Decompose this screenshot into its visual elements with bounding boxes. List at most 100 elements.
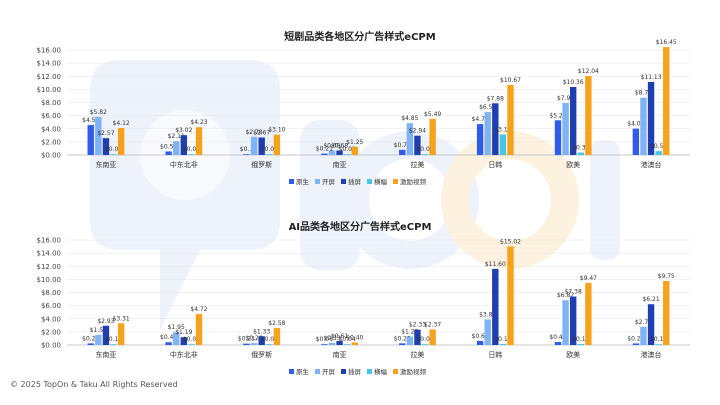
data-label: $2.33	[409, 322, 426, 329]
y-tick-label: $16.00	[37, 237, 62, 245]
data-label: $5.82	[90, 109, 107, 116]
data-label: $15.02	[500, 238, 521, 245]
legend-label: 激励视频	[400, 367, 427, 376]
data-label: $0.28	[245, 335, 262, 342]
bar	[577, 152, 584, 155]
data-label: $0.05	[261, 336, 278, 343]
bar	[343, 154, 351, 155]
y-tick-label: $4.00	[41, 315, 61, 323]
data-label: $5.29	[549, 112, 566, 119]
data-label: $2.94	[409, 128, 426, 135]
legend-swatch	[367, 179, 372, 184]
x-tick-label: 东南亚	[95, 350, 116, 359]
bar	[95, 116, 102, 155]
y-tick-label: $6.00	[41, 112, 61, 120]
data-label: $0.37	[572, 145, 589, 152]
legend-label: 横幅	[374, 367, 388, 376]
x-tick-label: 俄罗斯	[251, 160, 272, 169]
legend-label: 开屏	[322, 368, 336, 376]
legend-label: 横幅	[374, 177, 388, 186]
data-label: $1.29	[401, 329, 418, 336]
data-label: $11.13	[641, 74, 662, 81]
bar	[429, 329, 436, 345]
legend-swatch	[341, 179, 346, 184]
bar	[336, 150, 343, 155]
x-tick-label: 南亚	[333, 350, 347, 359]
bar	[250, 343, 258, 345]
legend-swatch	[367, 369, 372, 374]
legend-label: 激励视频	[400, 177, 427, 186]
bar	[258, 336, 265, 345]
bar	[492, 268, 499, 345]
data-label: $10.36	[563, 79, 584, 86]
data-label: $3.31	[113, 315, 130, 322]
legend-swatch	[289, 369, 294, 374]
data-label: $0.62	[472, 333, 489, 340]
data-label: $0.06	[316, 336, 333, 343]
x-tick-label: 拉美	[410, 350, 424, 359]
bar	[577, 343, 584, 345]
data-label: $4.71	[472, 116, 489, 123]
chart-title: AI品类各地区分广告样式eCPM	[289, 220, 432, 233]
data-label: $0.01	[261, 146, 278, 153]
data-label: $0.08	[416, 336, 433, 343]
x-tick-label: 拉美	[410, 160, 424, 169]
data-label: $0.33	[323, 335, 340, 342]
data-label: $0.25	[394, 335, 411, 342]
data-label: $7.38	[565, 289, 582, 296]
data-label: $0.08	[183, 146, 200, 153]
x-tick-label: 日韩	[488, 160, 502, 169]
data-label: $0.54	[160, 143, 177, 150]
bar	[406, 123, 414, 155]
bar	[117, 127, 125, 155]
legend-label: 原生	[296, 177, 310, 186]
data-label: $6.82	[557, 292, 574, 299]
bar	[507, 84, 514, 155]
bar	[258, 137, 265, 155]
data-label: $1.25	[346, 139, 363, 146]
data-label: $4.12	[113, 120, 130, 127]
bar	[554, 120, 562, 155]
data-label: $0.24	[82, 335, 99, 342]
data-label: $4.56	[82, 117, 99, 124]
data-label: $0.12	[650, 336, 667, 343]
data-label: $9.75	[658, 273, 675, 280]
bar	[343, 344, 351, 345]
bar	[569, 87, 577, 155]
data-label: $2.57	[97, 130, 114, 137]
x-tick-label: 欧美	[566, 350, 580, 359]
legend-label: 插屏	[348, 177, 362, 186]
x-tick-label: 中东北非	[170, 350, 198, 359]
data-label: $3.10	[268, 127, 285, 134]
y-tick-label: $8.00	[41, 99, 61, 107]
bar	[266, 344, 273, 345]
data-label: $4.72	[190, 306, 207, 313]
x-tick-label: 南亚	[333, 160, 347, 169]
bar	[476, 124, 484, 155]
legend-label: 原生	[296, 367, 310, 376]
bar	[663, 47, 670, 155]
bar	[87, 343, 94, 345]
data-label: $1.33	[253, 328, 270, 335]
data-label: $2.11	[168, 133, 185, 140]
bar	[507, 246, 514, 345]
bar	[321, 153, 328, 155]
y-tick-label: $8.00	[41, 289, 61, 297]
bar	[173, 141, 180, 155]
y-tick-label: $12.00	[37, 73, 62, 81]
bar	[663, 281, 670, 345]
data-label: $1.54	[90, 327, 107, 334]
bar	[321, 344, 328, 345]
data-label: $0.68	[331, 143, 348, 150]
data-label: $7.92	[557, 95, 574, 102]
bar	[165, 342, 172, 345]
bar	[328, 150, 336, 155]
copyright-footer: © 2025 TopOn & Taku All Rights Reserved	[10, 380, 178, 389]
x-tick-label: 东南亚	[95, 160, 116, 169]
bar	[102, 325, 110, 345]
y-tick-label: $0.00	[41, 342, 61, 350]
bar	[569, 296, 577, 345]
bar	[273, 134, 281, 155]
bar	[180, 337, 188, 345]
data-label: $0.40	[346, 334, 363, 341]
